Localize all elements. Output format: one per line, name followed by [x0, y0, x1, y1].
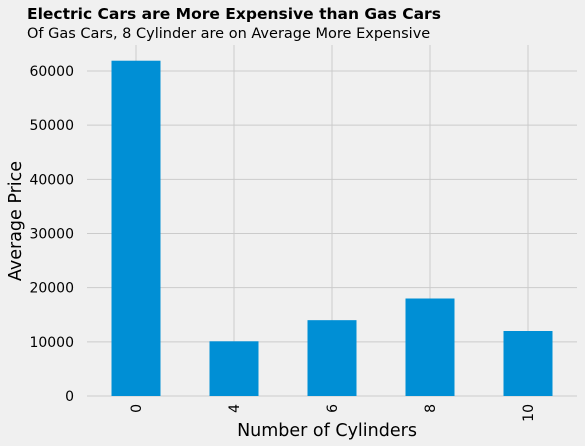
y-tick-label: 0	[65, 389, 74, 405]
y-tick-label: 50000	[29, 118, 74, 134]
y-tick-label: 30000	[29, 227, 74, 243]
chart-subtitle: Of Gas Cars, 8 Cylinder are on Average M…	[27, 26, 431, 42]
bar-4	[209, 341, 259, 396]
y-tick-label: 60000	[29, 64, 74, 80]
y-tick-labels: 0 10000 20000 30000 40000 50000 60000	[29, 64, 74, 405]
y-tick-label: 20000	[29, 281, 74, 297]
x-tick-label: 8	[423, 404, 439, 413]
bar-6	[307, 320, 357, 396]
chart-title: Electric Cars are More Expensive than Ga…	[27, 5, 441, 23]
bar-10	[503, 331, 553, 396]
y-tick-label: 40000	[29, 172, 74, 188]
x-tick-label: 6	[325, 404, 341, 413]
y-axis-label: Average Price	[6, 161, 26, 281]
bar-0	[111, 60, 161, 396]
x-tick-label: 0	[129, 404, 145, 413]
y-tick-label: 10000	[29, 335, 74, 351]
x-axis-label: Number of Cylinders	[237, 421, 417, 441]
x-tick-label: 4	[227, 404, 243, 413]
bar-8	[405, 298, 455, 396]
bars	[111, 60, 553, 396]
x-tick-labels: 0 4 6 8 10	[129, 404, 537, 422]
x-tick-label: 10	[521, 404, 537, 422]
